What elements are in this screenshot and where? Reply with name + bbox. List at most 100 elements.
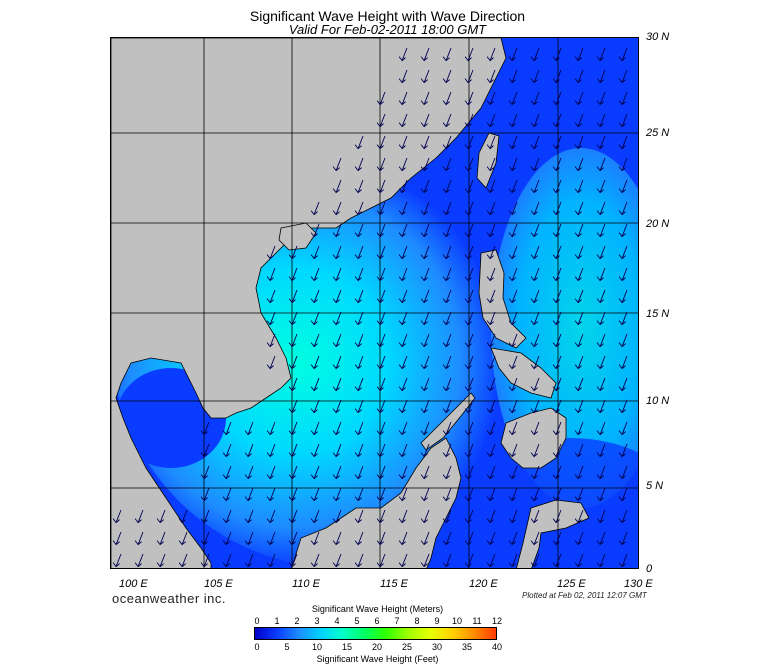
wave-arrow-head [266,452,274,458]
wave-arrow [533,465,540,479]
wave-arrow [401,487,408,501]
wave-arrow-head [486,430,494,436]
wave-arrow [445,355,452,369]
legend-meters-ticks: 0 1 2 3 4 5 6 7 8 9 10 11 12 [0,616,775,628]
wave-arrow [621,201,628,215]
wave-arrow-head [354,518,362,524]
wave-arrow [357,465,364,479]
wave-arrow [379,421,386,435]
wave-arrow [291,377,298,391]
wave-arrow [379,157,386,171]
wave-arrow-head [464,144,472,150]
wave-arrow-head [486,144,494,150]
wave-arrow-head [332,496,340,502]
wave-arrow [577,91,584,105]
legend-feet-ticks: 0 5 10 15 20 25 30 35 40 [0,642,775,654]
wave-arrow-head [420,320,428,326]
wave-arrow [335,421,342,435]
wave-arrow [599,509,606,523]
wave-arrow [577,113,584,127]
wave-arrow-head [574,430,582,436]
wave-arrow [489,179,496,193]
wave-arrow [555,531,562,545]
wave-arrow [401,553,408,567]
wave-arrow [511,333,518,347]
wave-arrow [489,289,496,303]
wave-arrow [489,553,496,567]
wave-arrow [423,69,430,83]
wave-arrow [357,553,364,567]
legend-meters-tick: 8 [414,616,420,626]
wave-arrow [511,47,518,61]
wave-arrow-head [508,386,516,392]
wave-arrow [291,267,298,281]
wave-arrow-head [134,562,142,568]
wave-arrow-head [552,342,560,348]
wave-arrow-head [530,342,538,348]
wave-arrow-head [420,518,428,524]
wave-arrow [577,135,584,149]
wave-arrow [423,443,430,457]
wave-arrow [445,179,452,193]
wave-arrow-head [332,166,340,172]
wave-arrow-head [552,430,560,436]
wave-arrow [489,69,496,83]
wave-arrow-head [530,298,538,304]
wave-arrow [291,487,298,501]
wave-arrow [533,399,540,413]
wave-arrow-head [200,430,208,436]
wave-arrow [401,91,408,105]
wave-arrow [577,223,584,237]
wave-arrow-head [552,540,560,546]
wave-arrow [599,487,606,501]
wave-arrow-head [354,232,362,238]
wave-arrow-head [288,364,296,370]
wave-arrow [137,531,144,545]
wave-arrow-head [200,540,208,546]
wave-arrow-head [596,100,604,106]
wave-arrow-head [618,430,626,436]
wave-arrow [489,377,496,391]
wave-arrow-head [442,56,450,62]
wave-arrow [621,267,628,281]
wave-arrow-head [398,144,406,150]
wave-arrow [291,465,298,479]
wave-arrow-head [596,386,604,392]
wave-arrow [247,465,254,479]
wave-arrow [555,487,562,501]
wave-arrow-head [596,166,604,172]
wave-arrow [489,245,496,259]
legend-feet-tick: 0 [254,642,260,652]
legend-feet-tick: 25 [401,642,413,652]
wave-arrow-head [420,56,428,62]
wave-arrow [599,179,606,193]
legend-feet-tick: 35 [461,642,473,652]
wave-arrow [555,333,562,347]
wave-arrow-head [288,518,296,524]
wave-arrow-head [508,496,516,502]
wave-arrow-head [552,276,560,282]
wave-arrow [555,509,562,523]
wave-arrow-head [596,298,604,304]
wave-arrow-head [574,562,582,568]
wave-arrow [269,289,276,303]
wave-arrow-head [574,342,582,348]
wave-arrow-head [354,342,362,348]
wave-arrow [577,157,584,171]
wave-arrow [379,333,386,347]
wave-arrow [577,509,584,523]
wave-arrow [401,333,408,347]
wave-arrow [599,91,606,105]
wave-arrow-head [332,210,340,216]
wave-arrow-head [288,276,296,282]
legend-feet-title: Significant Wave Height (Feet) [316,654,439,664]
wave-arrow-head [486,78,494,84]
wave-arrow [445,289,452,303]
wave-arrow [577,311,584,325]
wave-arrow [467,465,474,479]
wave-arrow-head [310,298,318,304]
wave-arrow-head [530,210,538,216]
wave-arrow-head [508,210,516,216]
wave-arrow-head [618,364,626,370]
wave-arrow [511,289,518,303]
